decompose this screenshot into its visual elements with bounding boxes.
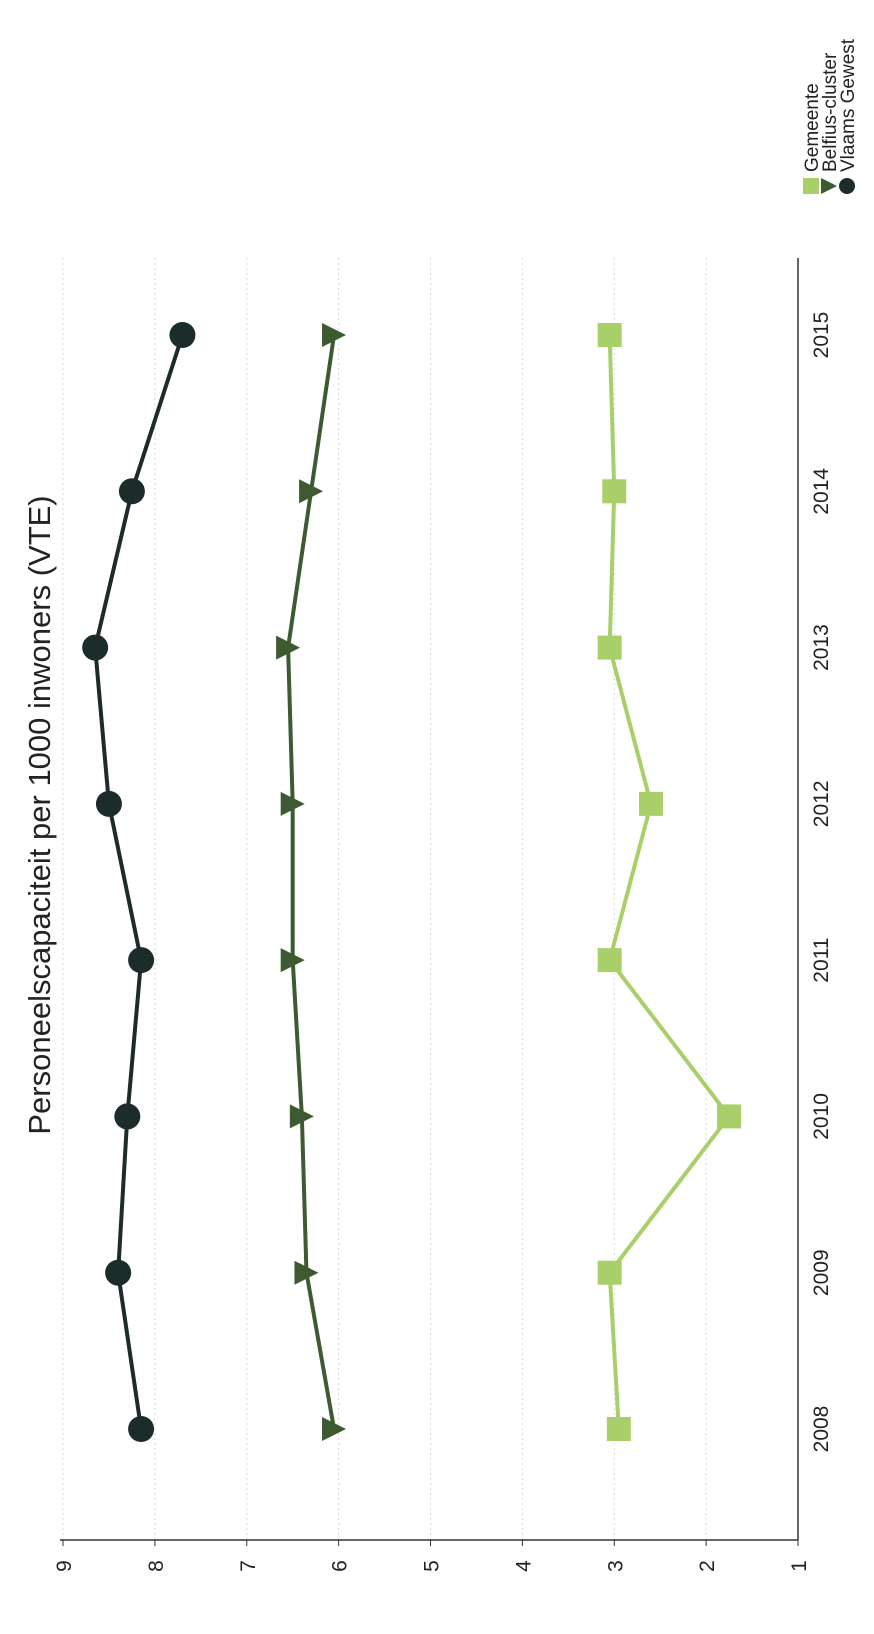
data-point-belfius-cluster <box>280 948 305 973</box>
data-point-gemeente <box>597 1260 622 1285</box>
legend-marker-belfius-cluster <box>821 178 837 194</box>
data-point-belfius-cluster <box>322 1417 347 1441</box>
data-point-vlaams-gewest <box>118 478 145 505</box>
legend-item-belfius-cluster: Belfius-cluster <box>820 52 841 194</box>
data-point-vlaams-gewest <box>82 634 109 661</box>
x-tick-label: 2009 <box>810 1249 833 1296</box>
x-tick-label: 2011 <box>810 938 833 983</box>
data-point-gemeente <box>717 1104 742 1129</box>
data-point-vlaams-gewest <box>114 1103 141 1130</box>
axes <box>60 258 799 1541</box>
series-line-vlaams-gewest <box>93 334 185 1430</box>
y-tick-label: 1 <box>788 1560 811 1572</box>
data-point-belfius-cluster <box>289 1104 314 1129</box>
chart-title: Personeelscapaciteit per 1000 inwoners (… <box>22 495 57 1134</box>
data-point-gemeente <box>597 323 622 347</box>
x-tick-label: 2012 <box>810 780 833 827</box>
data-point-gemeente <box>597 635 622 660</box>
data-point-vlaams-gewest <box>169 322 196 348</box>
data-point-vlaams-gewest <box>128 1416 155 1442</box>
data-point-gemeente <box>606 1417 631 1441</box>
series-line-belfius-cluster <box>286 334 337 1430</box>
legend-item-gemeente: Gemeente <box>802 83 823 194</box>
y-tick-label: 9 <box>53 1560 76 1572</box>
legend-item-vlaams-gewest: Vlaams Gewest <box>838 38 859 194</box>
y-tick-label: 3 <box>604 1560 627 1572</box>
legend-marker-gemeente <box>803 178 819 194</box>
series-gemeente <box>597 323 742 1441</box>
legend-label: Belfius-cluster <box>820 52 841 172</box>
y-tick-label: 5 <box>421 1560 444 1572</box>
data-point-vlaams-gewest <box>95 790 122 817</box>
series-line-gemeente <box>607 334 732 1430</box>
data-point-gemeente <box>602 479 627 504</box>
x-tick-label: 2010 <box>810 1093 833 1140</box>
x-tick-label: 2015 <box>810 312 833 359</box>
data-point-gemeente <box>639 791 663 816</box>
x-tick-label: 2008 <box>810 1406 833 1453</box>
y-tick-label: 6 <box>329 1560 352 1572</box>
y-tick-label: 7 <box>237 1560 260 1572</box>
data-point-vlaams-gewest <box>128 947 155 974</box>
y-tick-labels: 1 2 3 4 5 6 7 8 9 <box>53 1540 811 1572</box>
gridlines <box>62 258 799 1540</box>
data-point-gemeente <box>597 948 622 973</box>
series-belfius-cluster <box>276 323 347 1441</box>
x-tick-label: 2014 <box>810 468 833 515</box>
data-point-belfius-cluster <box>276 635 301 660</box>
data-point-belfius-cluster <box>322 323 347 347</box>
y-tick-label: 8 <box>145 1560 168 1572</box>
data-point-belfius-cluster <box>280 791 305 816</box>
series-layer <box>82 322 742 1442</box>
y-tick-label: 4 <box>512 1560 535 1572</box>
series-vlaams-gewest <box>82 322 196 1442</box>
data-point-belfius-cluster <box>299 479 324 504</box>
x-tick-labels: 2008 2009 2010 2011 2012 2013 2014 2015 <box>810 312 833 1453</box>
legend-marker-vlaams-gewest <box>839 178 855 194</box>
legend-label: Vlaams Gewest <box>838 38 859 172</box>
y-tick-label: 2 <box>696 1560 719 1572</box>
x-tick-label: 2013 <box>810 624 833 671</box>
data-point-vlaams-gewest <box>105 1259 132 1286</box>
legend-label: Gemeente <box>802 83 823 172</box>
data-point-belfius-cluster <box>294 1260 319 1285</box>
